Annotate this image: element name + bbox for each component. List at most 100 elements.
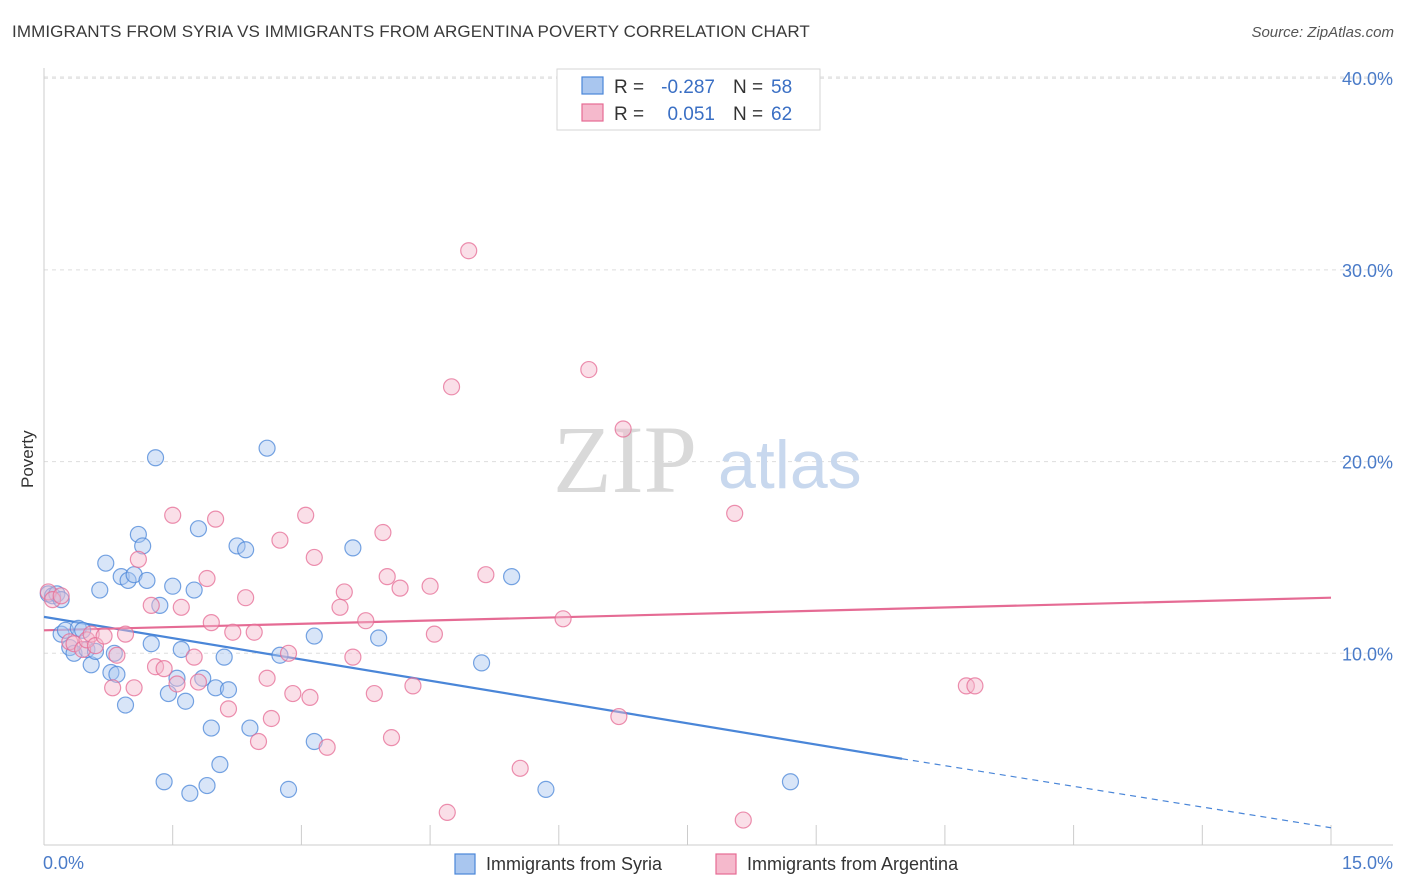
- y-axis-label: Poverty: [18, 430, 37, 488]
- point-syria-17: [108, 665, 126, 683]
- point-argentina-53: [442, 378, 461, 396]
- y-tick-label-10: 10.0%: [1342, 644, 1393, 664]
- legend-label-argentina: Immigrants from Argentina: [747, 854, 959, 874]
- point-argentina-57: [554, 610, 572, 628]
- point-syria-43: [219, 681, 238, 699]
- stats-box: R = -0.287 N = 58 R = 0.051 N = 62: [556, 68, 821, 131]
- axis-layer: 10.0% 20.0% 30.0% 40.0%: [43, 68, 1393, 846]
- x-tick-label-max: 15.0%: [1342, 853, 1393, 873]
- watermark-zip: ZIP: [553, 406, 697, 513]
- point-syria-14: [97, 554, 115, 572]
- stats-r-value-syria: -0.287: [661, 77, 715, 98]
- point-syria-39: [202, 719, 220, 737]
- point-argentina-42: [344, 648, 362, 666]
- point-argentina-2: [52, 587, 70, 605]
- point-argentina-44: [365, 684, 383, 703]
- stats-n-label-argentina: N =: [733, 104, 763, 125]
- point-argentina-37: [301, 688, 319, 706]
- watermark-atlas: atlas: [718, 427, 862, 503]
- stats-r-label-syria: R =: [614, 77, 644, 98]
- watermark: ZIP atlas: [553, 406, 862, 513]
- point-syria-34: [181, 784, 199, 802]
- point-argentina-15: [142, 596, 160, 614]
- point-argentina-49: [404, 677, 422, 695]
- point-argentina-54: [460, 242, 478, 260]
- point-argentina-14: [129, 550, 147, 568]
- point-argentina-40: [331, 598, 349, 616]
- trendline-syria-extension: [901, 758, 1332, 829]
- point-argentina-26: [219, 700, 238, 718]
- point-argentina-45: [374, 523, 392, 542]
- y-tick-label-20: 20.0%: [1342, 453, 1393, 473]
- point-syria-26: [146, 449, 165, 467]
- point-argentina-19: [168, 675, 186, 693]
- point-argentina-60: [614, 420, 632, 438]
- point-argentina-30: [249, 732, 268, 751]
- points-layer: [39, 242, 984, 829]
- legend: Immigrants from Syria Immigrants from Ar…: [454, 853, 959, 875]
- point-argentina-58: [580, 360, 598, 379]
- point-argentina-29: [245, 623, 263, 641]
- point-argentina-55: [477, 566, 495, 584]
- point-argentina-13: [125, 679, 143, 697]
- point-argentina-22: [189, 673, 208, 691]
- point-syria-56: [537, 780, 555, 799]
- point-syria-38: [198, 776, 216, 795]
- stats-swatch-syria: [581, 76, 604, 95]
- point-syria-40: [207, 679, 225, 697]
- point-argentina-62: [734, 811, 752, 829]
- point-argentina-36: [297, 506, 315, 524]
- stats-r-label-argentina: R =: [614, 104, 644, 125]
- point-argentina-4: [65, 635, 83, 653]
- point-syria-33: [176, 692, 195, 710]
- point-argentina-12: [116, 625, 135, 643]
- point-argentina-10: [104, 679, 122, 697]
- point-syria-13: [91, 581, 109, 599]
- point-syria-29: [159, 684, 178, 703]
- point-syria-41: [211, 755, 229, 774]
- point-argentina-47: [382, 729, 401, 747]
- point-argentina-52: [438, 803, 456, 822]
- point-syria-25: [142, 635, 160, 653]
- point-argentina-23: [198, 569, 216, 588]
- point-argentina-24: [202, 614, 220, 632]
- point-argentina-9: [95, 627, 113, 645]
- legend-swatch-argentina: [715, 853, 737, 875]
- point-argentina-61: [726, 504, 744, 522]
- point-argentina-41: [335, 583, 353, 601]
- x-tick-label-min: 0.0%: [43, 853, 84, 873]
- point-syria-12: [86, 642, 105, 660]
- point-argentina-8: [86, 637, 105, 655]
- point-syria-36: [189, 520, 208, 538]
- stats-n-value-syria: 58: [771, 77, 792, 98]
- stats-r-value-argentina: 0.051: [667, 104, 715, 125]
- point-syria-35: [185, 581, 203, 599]
- point-syria-24: [138, 571, 156, 590]
- point-syria-53: [370, 629, 388, 647]
- point-syria-42: [215, 648, 233, 666]
- point-argentina-51: [425, 625, 443, 643]
- point-argentina-32: [262, 709, 280, 728]
- point-argentina-50: [421, 577, 439, 595]
- point-argentina-64: [966, 677, 984, 695]
- point-syria-23: [134, 537, 152, 555]
- point-argentina-1: [43, 591, 62, 609]
- stats-n-value-argentina: 62: [771, 104, 792, 125]
- point-syria-51: [305, 627, 323, 645]
- point-argentina-21: [185, 648, 203, 666]
- point-syria-55: [503, 568, 521, 586]
- point-syria-9: [74, 621, 92, 639]
- point-argentina-25: [207, 510, 225, 528]
- point-argentina-34: [279, 644, 298, 662]
- legend-swatch-syria: [454, 853, 476, 875]
- point-argentina-46: [378, 568, 396, 586]
- stats-n-label-syria: N =: [733, 77, 763, 98]
- point-argentina-59: [610, 707, 628, 726]
- point-argentina-31: [258, 669, 276, 687]
- point-argentina-18: [164, 506, 182, 524]
- point-syria-45: [237, 541, 255, 559]
- point-syria-52: [344, 539, 362, 557]
- point-argentina-35: [284, 684, 302, 703]
- point-syria-28: [155, 773, 173, 791]
- point-syria-31: [168, 669, 186, 687]
